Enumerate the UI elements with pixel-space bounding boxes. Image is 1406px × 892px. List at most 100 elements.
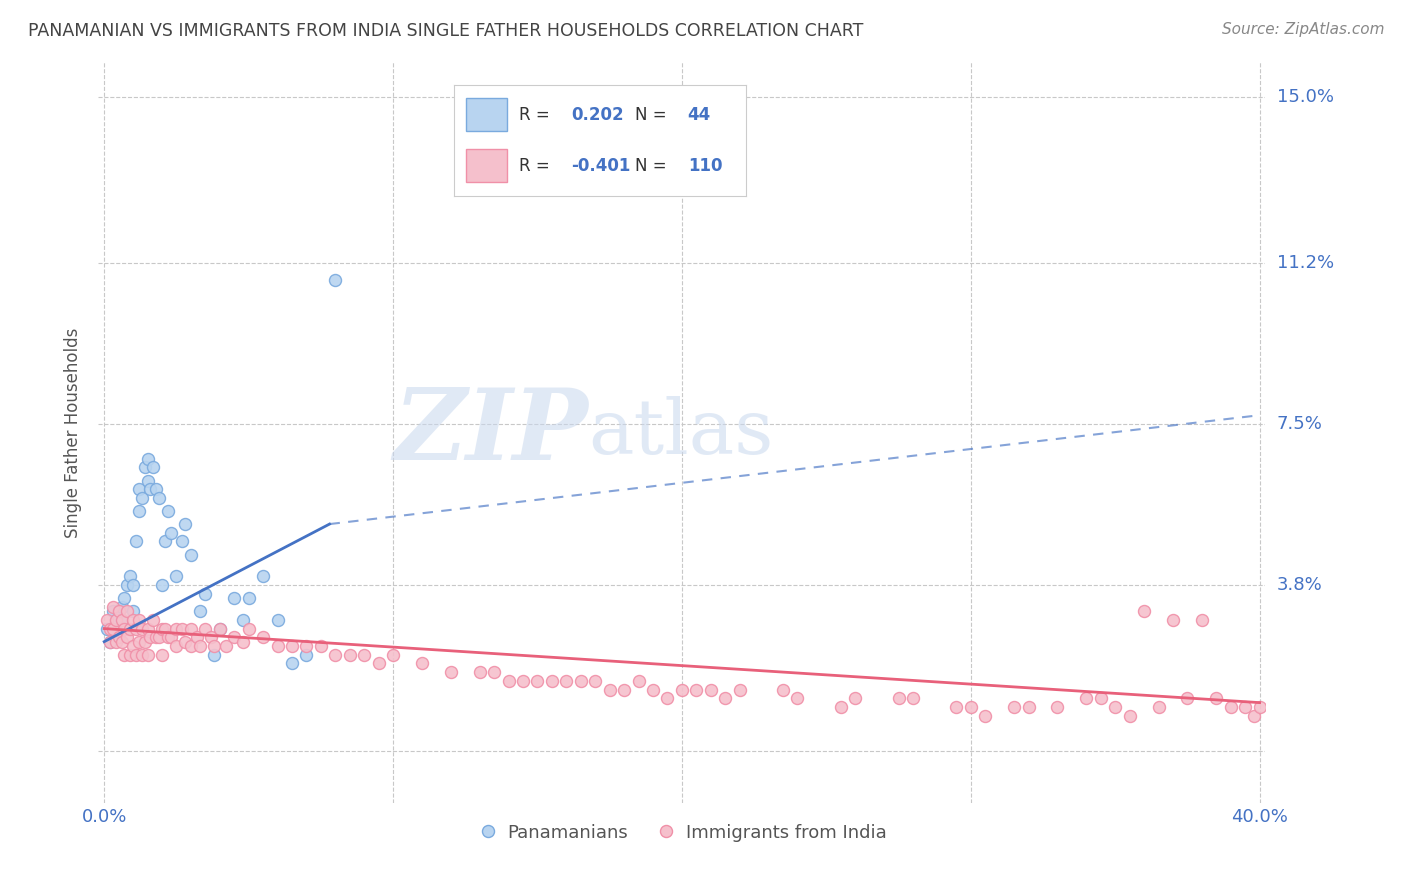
Point (714, 691, 737, 706)
Point (139, 482, 162, 496)
Point (1002, 700, 1025, 714)
Point (96, 613, 118, 627)
Point (101, 604, 124, 618)
Point (1205, 691, 1227, 706)
Point (844, 691, 866, 706)
Point (122, 604, 145, 618)
Point (112, 591, 135, 606)
Point (1147, 700, 1170, 714)
Point (411, 657, 433, 671)
Point (120, 569, 142, 583)
Point (1161, 613, 1184, 627)
Point (1219, 700, 1241, 714)
Point (232, 613, 254, 627)
Point (224, 630, 246, 644)
Text: atlas: atlas (589, 396, 773, 469)
Point (156, 504, 179, 518)
Point (120, 648, 142, 662)
Point (153, 534, 176, 549)
Point (159, 525, 181, 540)
Point (555, 673, 578, 688)
Point (945, 700, 967, 714)
Text: ZIP: ZIP (394, 384, 589, 481)
Point (142, 460, 165, 475)
Point (104, 613, 127, 627)
Point (367, 657, 389, 671)
Point (145, 482, 167, 496)
Point (323, 648, 346, 662)
Point (194, 622, 217, 636)
Point (107, 630, 129, 644)
Point (165, 622, 187, 636)
Point (309, 639, 332, 653)
Text: 15.0%: 15.0% (1277, 88, 1333, 106)
Point (117, 604, 139, 618)
Point (266, 613, 288, 627)
Point (165, 569, 187, 583)
Point (202, 639, 225, 653)
Point (1046, 700, 1069, 714)
Point (498, 673, 520, 688)
Point (295, 648, 318, 662)
Point (323, 273, 346, 287)
Point (901, 691, 924, 706)
Text: Source: ZipAtlas.com: Source: ZipAtlas.com (1222, 22, 1385, 37)
Point (188, 604, 211, 618)
Point (1076, 691, 1098, 706)
Point (238, 591, 260, 606)
Point (1177, 691, 1199, 706)
Point (98, 634, 121, 648)
Point (125, 648, 148, 662)
Point (440, 665, 463, 680)
Point (1243, 708, 1265, 723)
Point (252, 569, 274, 583)
Point (110, 613, 132, 627)
Point (180, 622, 202, 636)
Point (136, 648, 159, 662)
Point (1234, 700, 1257, 714)
Y-axis label: Single Father Households: Single Father Households (65, 327, 83, 538)
Point (599, 682, 621, 697)
Point (1018, 700, 1040, 714)
Point (165, 639, 187, 653)
Point (128, 482, 150, 496)
Point (959, 700, 981, 714)
Point (382, 648, 405, 662)
Point (194, 587, 217, 601)
Point (122, 639, 145, 653)
Point (136, 451, 159, 466)
Point (214, 639, 236, 653)
Point (96, 622, 118, 636)
Point (153, 622, 176, 636)
Point (526, 673, 548, 688)
Point (98, 622, 121, 636)
Point (150, 648, 173, 662)
Point (107, 604, 129, 618)
Text: 7.5%: 7.5% (1277, 415, 1323, 433)
Point (174, 517, 197, 532)
Point (104, 634, 127, 648)
Point (112, 622, 135, 636)
Point (541, 673, 564, 688)
Point (120, 622, 142, 636)
Point (1090, 691, 1112, 706)
Point (224, 591, 246, 606)
Text: 11.2%: 11.2% (1277, 253, 1334, 272)
Point (232, 634, 254, 648)
Point (1118, 708, 1140, 723)
Point (671, 682, 693, 697)
Point (252, 630, 274, 644)
Point (728, 682, 751, 697)
Point (122, 613, 145, 627)
Point (107, 626, 129, 640)
Point (101, 599, 124, 614)
Point (1249, 700, 1271, 714)
Point (150, 578, 173, 592)
Point (142, 613, 165, 627)
Point (145, 630, 167, 644)
Point (98, 634, 121, 648)
Point (772, 682, 794, 697)
Point (186, 630, 208, 644)
Point (786, 691, 808, 706)
Point (238, 622, 260, 636)
